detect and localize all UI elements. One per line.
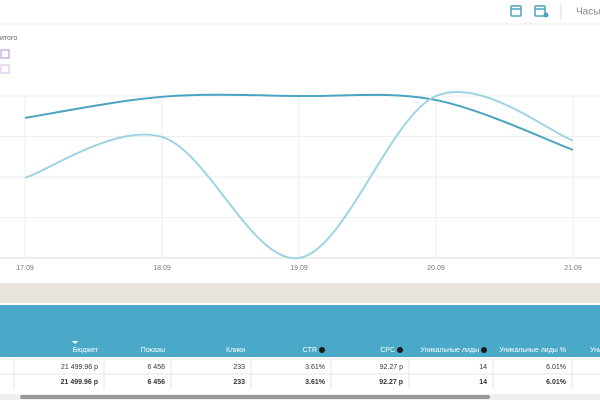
column-header: Бюджет xyxy=(73,347,99,354)
calendar-icon[interactable] xyxy=(510,5,522,17)
x-tick-label: 20.09 xyxy=(427,265,445,272)
cell: 3.61% xyxy=(305,364,325,371)
column-header[interactable]: Уни xyxy=(590,347,600,354)
period-selector[interactable]: Часы xyxy=(576,7,600,18)
legend-checkbox[interactable] xyxy=(0,49,10,59)
legend-checkbox[interactable] xyxy=(0,64,10,74)
column-header: Клики xyxy=(226,347,245,354)
legend-label: итого xyxy=(0,35,17,42)
cell: 21 499.96 р xyxy=(61,379,98,386)
divider-band xyxy=(0,283,600,303)
line-series xyxy=(24,90,574,260)
cell: 6 456 xyxy=(147,364,165,371)
cell: 14 xyxy=(479,364,487,371)
sort-indicator xyxy=(72,341,78,344)
calendar-compare-icon[interactable] xyxy=(534,5,549,18)
line-series xyxy=(24,93,574,151)
x-tick-label: 19.09 xyxy=(290,265,308,272)
table-header xyxy=(0,305,600,357)
x-tick-label: 21.09 xyxy=(564,265,582,272)
cell: 21 499.96 р xyxy=(61,364,98,371)
cell: 233 xyxy=(233,379,245,386)
x-tick-label: 18.09 xyxy=(153,265,171,272)
column-header: Уникальные лиды % xyxy=(499,347,566,354)
column-header: CTR xyxy=(303,347,317,354)
x-tick-label: 17.09 xyxy=(16,265,34,272)
cell: 14 xyxy=(479,379,487,386)
cell: 233 xyxy=(233,364,245,371)
column-header: Показы xyxy=(141,347,165,354)
cell: 6.01% xyxy=(546,379,567,386)
cell: 92.27 р xyxy=(380,364,403,371)
cell: 6.01% xyxy=(546,364,566,371)
cell: 92.27 р xyxy=(379,379,403,386)
info-icon xyxy=(319,347,325,353)
info-icon xyxy=(481,347,487,353)
column-header: CPC xyxy=(380,347,395,354)
cell: 6 456 xyxy=(147,379,165,386)
info-icon xyxy=(397,347,403,353)
cell: 3.61% xyxy=(305,379,326,386)
scrollbar-thumb[interactable] xyxy=(20,395,490,399)
column-header: Уникальные лиды xyxy=(420,347,479,354)
